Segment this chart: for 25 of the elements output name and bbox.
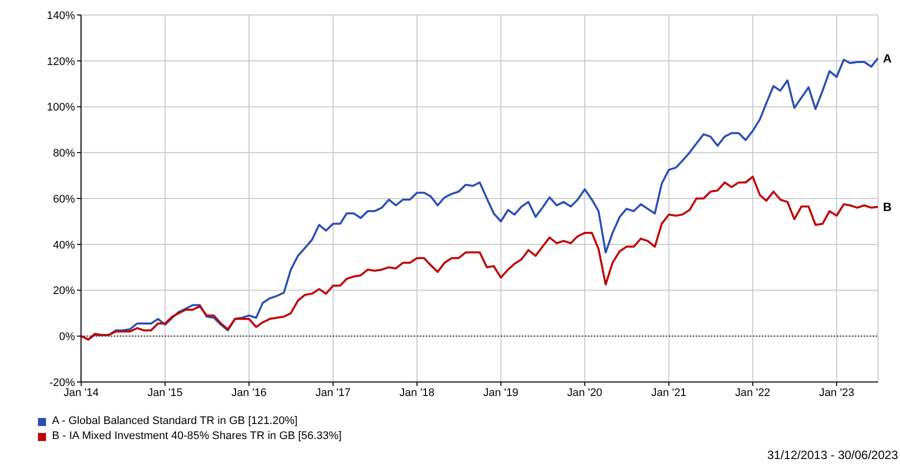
x-tick-label: Jan '21 [651,386,686,399]
y-tick-label: 80% [52,148,76,160]
line-series [81,176,878,341]
x-tick-label: Jan '15 [148,386,183,399]
x-tick-label: Jan '14 [64,386,99,399]
x-tick-label: Jan '22 [735,386,770,399]
annotation: A [883,51,892,66]
x-tick-label: Jan '23 [819,386,854,399]
x-tick-label: Jan '17 [316,386,351,399]
text: 31/12/2013 - 30/06/2023 [766,448,899,462]
y-tick-label: 140% [46,10,76,22]
x-tick-label: Jan '20 [567,386,602,399]
y-tick-label: -20% [49,376,76,389]
y-tick-label: 20% [52,285,76,298]
y-tick-label: 120% [46,56,76,68]
annotation: B [883,200,892,214]
x-tick-label: Jan '19 [483,386,518,399]
legend-label: A - Global Balanced Standard TR in GB [121.20%] [52,414,298,429]
x-tick-label: Jan '18 [399,386,435,399]
y-tick-label: 40% [52,239,76,252]
y-tick-label: 0% [59,331,76,344]
y-tick-label: 60% [52,193,76,206]
legend-label: B - IA Mixed Investment 40-85% Shares TR in GB [56.33%] [52,429,342,444]
x-tick-label: Jan '16 [231,386,267,399]
y-tick-label: 100% [46,102,76,114]
